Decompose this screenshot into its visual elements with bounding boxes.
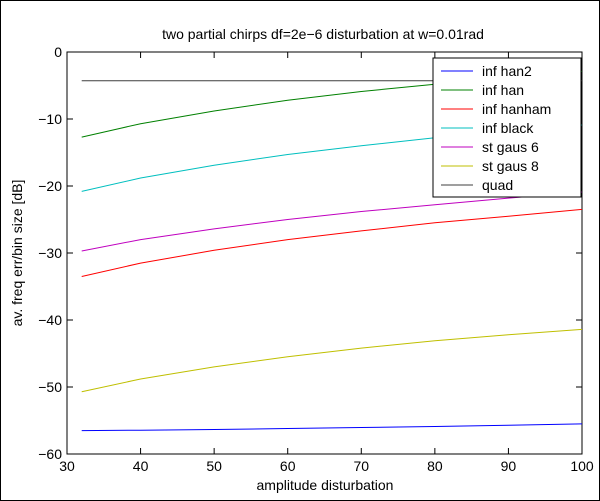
y-tick-label: −60 <box>38 446 62 462</box>
legend-label: inf han2 <box>482 63 532 79</box>
y-axis-title: av. freq err/bin size [dB] <box>9 180 25 327</box>
series-line-inf-hanham <box>81 208 583 277</box>
x-tick-label: 40 <box>133 458 149 474</box>
legend-items: inf han2 inf han inf hanham inf black st gau… <box>441 63 551 193</box>
x-tick-label: 70 <box>353 458 369 474</box>
y-tick-label: −20 <box>38 178 62 194</box>
x-tick-label: 90 <box>501 458 517 474</box>
series-line-st-gaus-8 <box>81 328 583 393</box>
y-tick-label: −10 <box>38 111 62 127</box>
legend-label: inf black <box>482 120 534 136</box>
x-tick-label: 50 <box>206 458 222 474</box>
y-tick-label: 0 <box>54 44 62 60</box>
series-line-st-gaus-6 <box>81 191 583 252</box>
x-axis-title: amplitude disturbation <box>257 477 394 493</box>
y-tick-label: −30 <box>38 245 62 261</box>
legend-label: quad <box>482 177 513 193</box>
y-tick-label: −50 <box>38 379 62 395</box>
x-tick-label: 30 <box>59 458 75 474</box>
chart-title: two partial chirps df=2e−6 disturbation … <box>162 26 484 42</box>
legend: inf han2 inf han inf hanham inf black st gau… <box>432 57 582 198</box>
ticks-layer: 30 40 50 60 70 80 90 100 0 −10 −20 −30 −40 −50 −60 <box>38 44 594 474</box>
legend-label: st gaus 8 <box>482 158 539 174</box>
x-tick-label: 100 <box>570 458 594 474</box>
y-tick-label: −40 <box>38 312 62 328</box>
legend-label: inf hanham <box>482 101 551 117</box>
x-tick-label: 60 <box>280 458 296 474</box>
x-tick-label: 80 <box>427 458 443 474</box>
series-line-inf-han2 <box>81 423 583 432</box>
legend-label: inf han <box>482 82 524 98</box>
legend-label: st gaus 6 <box>482 139 539 155</box>
